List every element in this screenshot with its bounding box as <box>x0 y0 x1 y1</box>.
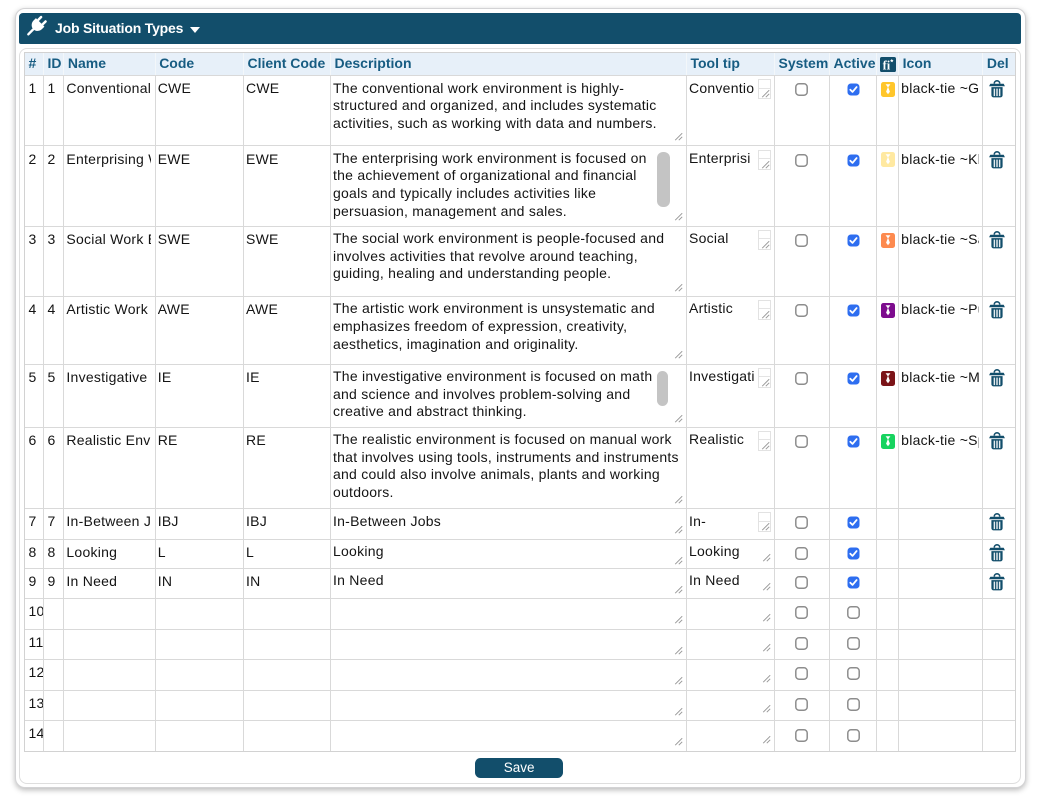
svg-text:fi: fi <box>882 58 890 72</box>
